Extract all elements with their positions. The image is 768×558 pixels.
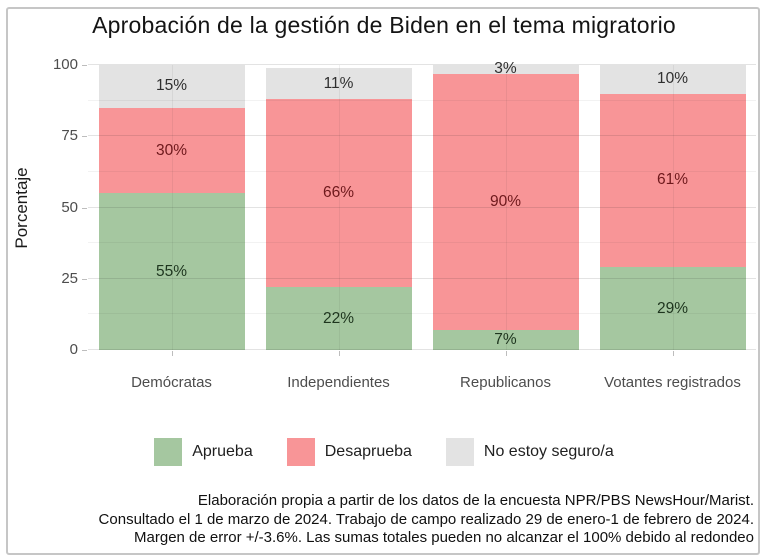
bar-segment-no-estoy-seguro-a bbox=[98, 65, 245, 108]
footer-line-3: Margen de error +/-3.6%. Las sumas total… bbox=[134, 529, 754, 547]
gridline-minor-12.5 bbox=[88, 313, 756, 315]
gridline-category-4 bbox=[672, 65, 674, 350]
bar-segment-no-estoy-seguro-a bbox=[599, 65, 746, 94]
gridline-major-75 bbox=[88, 135, 756, 137]
gridline-major-100 bbox=[88, 64, 756, 65]
bar-segment-no-estoy-seguro-a bbox=[432, 65, 579, 74]
bar-value-label: 10% bbox=[656, 70, 689, 88]
y-tick-mark-75 bbox=[82, 136, 87, 138]
bar-value-label: 55% bbox=[155, 262, 188, 280]
legend-swatch bbox=[286, 438, 315, 466]
y-tick-label-100: 100 bbox=[52, 56, 78, 73]
gridline-category-2 bbox=[338, 65, 340, 350]
bar-value-label: 30% bbox=[155, 141, 188, 159]
gridline-minor-37.5 bbox=[88, 242, 756, 244]
bar-segment-desaprueba bbox=[599, 93, 746, 268]
chart-title: Aprobación de la gestión de Biden en el … bbox=[92, 12, 676, 38]
bar-segment-aprueba bbox=[599, 267, 746, 350]
legend-label: Desaprueba bbox=[324, 443, 412, 460]
footer-caption: Elaboración propia a partir de los datos… bbox=[0, 492, 754, 548]
legend-swatch bbox=[154, 438, 183, 466]
legend-item-aprueba: Aprueba bbox=[154, 438, 253, 466]
bar-independientes: 22% 66% 11% bbox=[265, 65, 412, 350]
y-tick-mark-25 bbox=[82, 278, 87, 280]
legend-item-desaprueba: Desaprueba bbox=[286, 438, 412, 466]
bar-segment-desaprueba bbox=[432, 73, 579, 331]
bar-segment-desaprueba bbox=[98, 107, 245, 194]
bar-segment-desaprueba bbox=[265, 99, 412, 288]
bar-value-label: 29% bbox=[656, 299, 689, 317]
y-tick-label-75: 75 bbox=[61, 127, 78, 145]
legend: Aprueba Desaprueba No estoy seguro/a bbox=[0, 438, 768, 466]
x-tick-mark-1 bbox=[171, 351, 173, 356]
bar-segment-aprueba bbox=[98, 193, 245, 350]
y-tick-mark-50 bbox=[82, 207, 87, 209]
plot-panel: 55% 30% 15% 22% 66% 11% 7% 90% 3% 29% 61% 10% bbox=[88, 60, 756, 350]
x-tick-mark-2 bbox=[338, 351, 340, 356]
y-tick-label-25: 25 bbox=[61, 269, 78, 287]
bar-value-label: 3% bbox=[494, 60, 517, 78]
bar-segment-aprueba bbox=[432, 330, 579, 350]
gridline-minor-87.5 bbox=[88, 99, 756, 101]
gridline-category-1 bbox=[171, 65, 173, 350]
gridline-major-25 bbox=[88, 277, 756, 279]
bar-value-label: 61% bbox=[656, 171, 689, 189]
bar-value-label: 15% bbox=[155, 77, 188, 95]
bar-segment-aprueba bbox=[265, 287, 412, 350]
x-tick-mark-4 bbox=[672, 351, 674, 356]
bar-value-label: 90% bbox=[489, 192, 522, 210]
bar-demócratas: 55% 30% 15% bbox=[98, 65, 245, 350]
y-tick-mark-100 bbox=[82, 65, 87, 66]
x-axis-label-votantes-registrados: Votantes registrados bbox=[604, 374, 741, 391]
bar-value-label: 11% bbox=[323, 74, 354, 92]
bar-votantes-registrados: 29% 61% 10% bbox=[599, 65, 746, 350]
gridline-major-0 bbox=[88, 349, 756, 350]
gridline-category-3 bbox=[505, 65, 507, 350]
bar-value-label: 22% bbox=[322, 309, 355, 327]
bar-value-label: 7% bbox=[494, 331, 517, 349]
bar-republicanos: 7% 90% 3% bbox=[432, 60, 579, 350]
legend-label: No estoy seguro/a bbox=[483, 443, 614, 460]
y-tick-mark-0 bbox=[82, 350, 87, 351]
bar-segment-no-estoy-seguro-a bbox=[265, 67, 412, 100]
x-axis-label-independientes: Independientes bbox=[287, 374, 390, 391]
gridline-minor-62.5 bbox=[88, 170, 756, 172]
y-axis-title: Porcentaje bbox=[12, 167, 31, 249]
x-tick-mark-3 bbox=[505, 351, 507, 356]
legend-swatch bbox=[445, 438, 474, 466]
footer-line-1: Elaboración propia a partir de los datos… bbox=[197, 492, 754, 509]
x-axis-label-republicanos: Republicanos bbox=[460, 374, 551, 391]
y-tick-label-0: 0 bbox=[69, 341, 78, 358]
legend-label: Aprueba bbox=[192, 443, 253, 460]
footer-line-2: Consultado el 1 de marzo de 2024. Trabaj… bbox=[98, 510, 754, 528]
y-tick-label-50: 50 bbox=[61, 198, 78, 216]
bar-value-label: 66% bbox=[322, 184, 355, 202]
legend-item-no-estoy-seguro-a: No estoy seguro/a bbox=[445, 438, 614, 466]
gridline-major-50 bbox=[88, 206, 756, 208]
x-axis-label-demócratas: Demócratas bbox=[131, 374, 212, 391]
